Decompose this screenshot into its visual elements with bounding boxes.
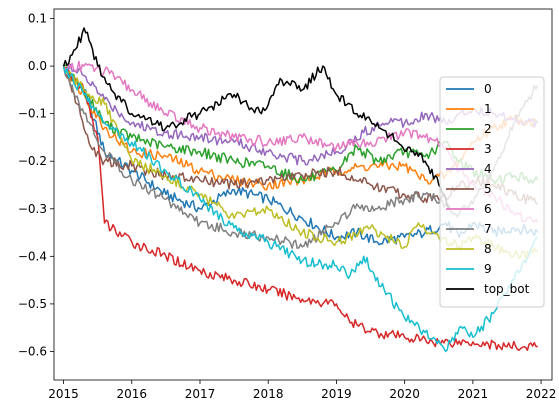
legend-label-top_bot: top_bot xyxy=(484,282,530,296)
plot-frame xyxy=(53,8,553,381)
y-axis: 0.1 0.0 −0.1 −0.2 −0.3 −0.4 −0.5 −0.6 xyxy=(18,12,54,358)
x-tick-label: 2017 xyxy=(185,387,216,401)
x-tick-label: 2021 xyxy=(458,387,489,401)
series-line-3 xyxy=(63,65,538,352)
x-tick-label: 2020 xyxy=(389,387,420,401)
y-tick-label: −0.5 xyxy=(18,297,47,311)
legend-label-1: 1 xyxy=(484,102,492,116)
x-tick-label: 2015 xyxy=(48,387,79,401)
x-tick-label: 2016 xyxy=(116,387,147,401)
y-tick-label: 0.1 xyxy=(28,12,47,26)
series-line-top_bot xyxy=(62,27,450,210)
x-axis: 2015 2016 2017 2018 2019 2020 2021 2022 xyxy=(48,380,556,401)
legend-label-8: 8 xyxy=(484,242,492,256)
legend-label-9: 9 xyxy=(484,262,492,276)
y-tick-label: −0.6 xyxy=(18,344,47,358)
legend-label-0: 0 xyxy=(484,82,492,96)
legend-label-5: 5 xyxy=(484,182,492,196)
y-tick-label: −0.4 xyxy=(18,249,47,263)
series-layer xyxy=(62,27,539,353)
legend: 0 1 2 3 4 5 6 7 8 9 top_bot xyxy=(439,76,545,308)
legend-label-6: 6 xyxy=(484,202,492,216)
legend-label-3: 3 xyxy=(484,142,492,156)
legend-label-4: 4 xyxy=(484,162,492,176)
legend-label-7: 7 xyxy=(484,222,492,236)
y-tick-label: 0.0 xyxy=(28,59,47,73)
legend-label-2: 2 xyxy=(484,122,492,136)
legend-box xyxy=(439,76,545,308)
y-tick-label: −0.3 xyxy=(18,202,47,216)
x-tick-label: 2018 xyxy=(253,387,284,401)
x-tick-label: 2019 xyxy=(321,387,352,401)
y-tick-label: −0.1 xyxy=(18,107,47,121)
series-line-9 xyxy=(62,65,539,353)
x-tick-label: 2022 xyxy=(526,387,557,401)
y-tick-label: −0.2 xyxy=(18,154,47,168)
